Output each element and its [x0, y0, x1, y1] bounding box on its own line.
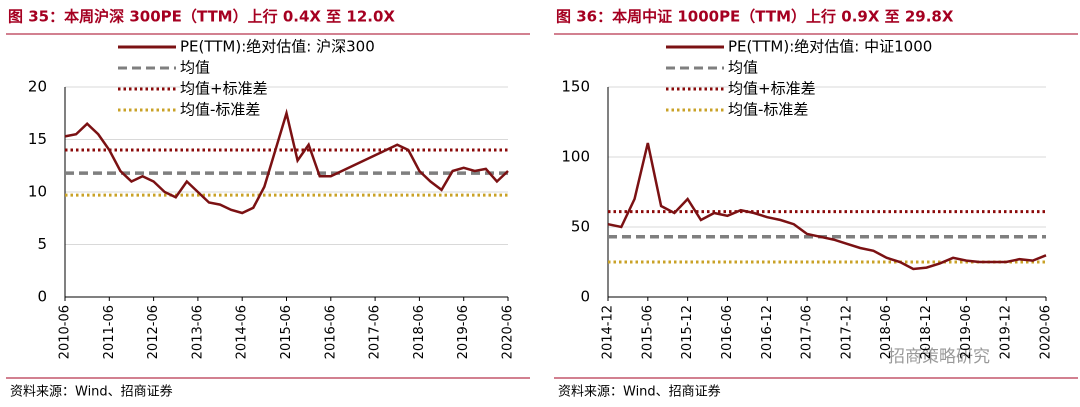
x-tick-label: 2020-06 [501, 305, 516, 359]
x-tick-label: 2017-12 [839, 305, 854, 359]
y-tick-label: 50 [571, 218, 590, 236]
x-tick-label: 2010-06 [58, 305, 73, 359]
x-tick-label: 2012-06 [146, 305, 161, 359]
legend-label: 均值+标准差 [180, 80, 268, 98]
x-tick-label: 2013-06 [190, 305, 205, 359]
y-tick-label: 0 [37, 288, 47, 306]
x-tick-label: 2017-06 [800, 305, 815, 359]
x-tick-label: 2016-06 [720, 305, 735, 359]
legend-label: 均值-标准差 [180, 101, 260, 119]
x-tick-label: 2018-06 [412, 305, 427, 359]
series-line [64, 108, 509, 215]
chart-title: 图 35：本周沪深 300PE（TTM）上行 0.4X 至 12.0X [8, 8, 395, 26]
x-tick-label: 2018-06 [879, 305, 894, 359]
x-tick-label: 2014-06 [235, 305, 250, 359]
y-tick-label: 10 [28, 183, 47, 201]
x-tick-label: 2016-12 [760, 305, 775, 359]
x-tick-label: 2015-06 [279, 305, 294, 359]
x-tick-label: 2019-12 [999, 305, 1014, 359]
x-tick-label: 2017-06 [368, 305, 383, 359]
chart-title: 图 36：本周中证 1000PE（TTM）上行 0.9X 至 29.8X [556, 8, 954, 26]
x-tick-label: 2018-12 [919, 305, 934, 359]
y-tick-label: 150 [561, 78, 590, 96]
x-tick-label: 2011-06 [102, 305, 117, 359]
legend-label: PE(TTM):绝对估值: 沪深300 [180, 38, 375, 56]
legend-label: 均值+标准差 [728, 80, 816, 98]
x-tick-label: 2016-06 [323, 305, 338, 359]
x-tick-label: 2020-06 [1039, 305, 1054, 359]
legend-label: 均值-标准差 [728, 101, 808, 119]
source: 资料来源：Wind、招商证券 [558, 384, 721, 400]
y-tick-label: 15 [28, 130, 47, 148]
x-tick-label: 2015-06 [640, 305, 655, 359]
watermark: 招商策略研究 [888, 347, 990, 367]
x-tick-label: 2014-12 [601, 305, 616, 359]
legend-label: 均值 [180, 59, 210, 77]
series-line [607, 142, 1047, 271]
x-tick-label: 2019-06 [959, 305, 974, 359]
y-tick-label: 0 [580, 288, 590, 306]
legend-label: PE(TTM):绝对估值: 中证1000 [728, 38, 932, 56]
legend-label: 均值 [728, 59, 758, 77]
x-tick-label: 2015-12 [680, 305, 695, 359]
x-tick-label: 2019-06 [456, 305, 471, 359]
y-tick-label: 100 [561, 148, 590, 166]
y-tick-label: 5 [37, 235, 47, 253]
source: 资料来源：Wind、招商证券 [10, 384, 173, 400]
y-tick-label: 20 [28, 78, 47, 96]
